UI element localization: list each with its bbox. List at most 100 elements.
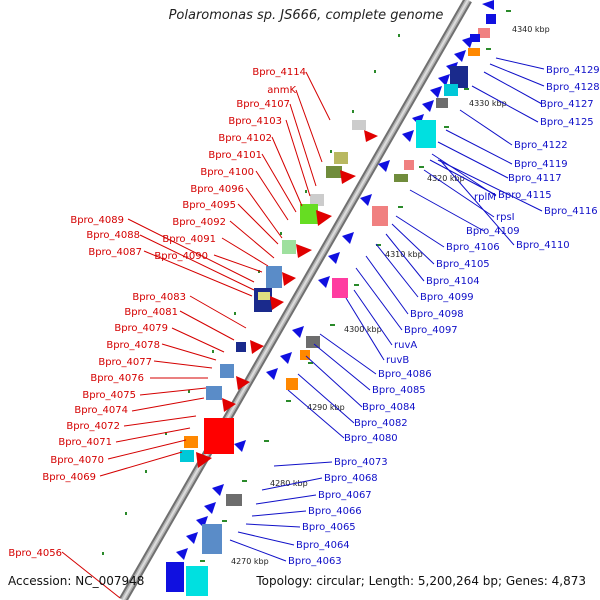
gene-block	[166, 562, 184, 592]
gene-arrow	[234, 440, 246, 452]
gene-label[interactable]: Bpro_4079	[114, 323, 168, 334]
gene-label[interactable]: Bpro_4128	[546, 82, 600, 93]
gene-label[interactable]: Bpro_4063	[288, 556, 342, 567]
gene-label[interactable]: anmK	[267, 85, 296, 96]
tick-label: 4300 kbp	[344, 325, 382, 334]
gene-label[interactable]: Bpro_4125	[540, 117, 594, 128]
gene-block	[332, 278, 348, 298]
gene-arrow	[222, 398, 236, 412]
gene-block	[300, 350, 310, 360]
gene-arrow	[270, 296, 284, 310]
gene-label[interactable]: Bpro_4102	[218, 133, 272, 144]
gene-label[interactable]: Bpro_4116	[544, 206, 598, 217]
gene-label[interactable]: Bpro_4114	[252, 67, 306, 78]
gene-label[interactable]: Bpro_4083	[132, 292, 186, 303]
gene-label[interactable]: Bpro_4081	[124, 307, 178, 318]
gene-label[interactable]: Bpro_4092	[172, 217, 226, 228]
gene-arrow	[360, 194, 372, 206]
gene-label[interactable]: Bpro_4070	[50, 455, 104, 466]
tick-dots	[102, 10, 511, 562]
gene-label[interactable]: Bpro_4078	[106, 340, 160, 351]
gene-label[interactable]: rplM	[474, 192, 496, 203]
gene-label[interactable]: Bpro_4082	[354, 418, 408, 429]
gene-label[interactable]: Bpro_4077	[98, 357, 152, 368]
gene-label[interactable]: Bpro_4085	[372, 385, 426, 396]
gene-label[interactable]: Bpro_4127	[540, 99, 594, 110]
gene-arrow	[378, 160, 390, 172]
gene-block	[470, 34, 480, 42]
gene-label[interactable]: rpsI	[496, 212, 515, 223]
gene-block	[486, 14, 496, 24]
coordinate-ticks: 4340 kbp 4330 kbp 4320 kbp 4310 kbp 4300…	[231, 25, 550, 566]
gene-arrow	[236, 376, 250, 390]
right-leader-lines	[229, 57, 545, 562]
gene-block	[184, 436, 198, 448]
gene-block	[286, 378, 298, 390]
gene-label[interactable]: Bpro_4100	[200, 167, 254, 178]
gene-label[interactable]: Bpro_4095	[182, 200, 236, 211]
gene-label[interactable]: Bpro_4122	[514, 140, 568, 151]
gene-label[interactable]: Bpro_4068	[324, 473, 378, 484]
gene-label[interactable]: Bpro_4109	[466, 226, 520, 237]
tick-label: 4290 kbp	[307, 403, 345, 412]
gene-block	[266, 266, 282, 288]
gene-label[interactable]: ruvA	[394, 340, 417, 351]
gene-arrow	[282, 272, 296, 286]
gene-label[interactable]: Bpro_4067	[318, 490, 372, 501]
gene-label[interactable]: Bpro_4069	[42, 472, 96, 483]
gene-label[interactable]: Bpro_4073	[334, 457, 388, 468]
gene-arrow	[176, 548, 188, 560]
gene-label[interactable]: Bpro_4105	[436, 259, 490, 270]
gene-arrow	[250, 340, 264, 354]
gene-label[interactable]: Bpro_4097	[404, 325, 458, 336]
gene-label[interactable]: Bpro_4117	[508, 173, 562, 184]
gene-label[interactable]: Bpro_4090	[154, 251, 208, 262]
gene-block	[202, 524, 222, 554]
gene-label[interactable]: Bpro_4087	[88, 247, 142, 258]
gene-label[interactable]: Bpro_4064	[296, 540, 350, 551]
gene-arrow	[430, 86, 442, 98]
gene-label[interactable]: Bpro_4107	[236, 99, 290, 110]
gene-label[interactable]: Bpro_4098	[410, 309, 464, 320]
gene-label[interactable]: Bpro_4119	[514, 159, 568, 170]
gene-label[interactable]: Bpro_4072	[66, 421, 120, 432]
gene-label[interactable]: Bpro_4110	[516, 240, 570, 251]
gene-label[interactable]: Bpro_4089	[70, 215, 124, 226]
gene-label[interactable]: Bpro_4056	[8, 548, 62, 559]
gene-label[interactable]: Bpro_4084	[362, 402, 416, 413]
gene-label[interactable]: Bpro_4106	[446, 242, 500, 253]
gene-label[interactable]: Bpro_4096	[190, 184, 244, 195]
map-title: Polaromonas sp. JS666, complete genome	[168, 8, 444, 23]
gene-label[interactable]: Bpro_4101	[208, 150, 262, 161]
gene-label[interactable]: Bpro_4075	[82, 390, 136, 401]
gene-block	[450, 66, 468, 88]
gene-label[interactable]: Bpro_4066	[308, 506, 362, 517]
gene-block	[258, 292, 270, 300]
gene-label[interactable]: Bpro_4071	[58, 437, 112, 448]
topology-text: Topology: circular; Length: 5,200,264 bp…	[256, 574, 586, 588]
gene-block	[220, 364, 234, 378]
gene-block	[436, 98, 448, 108]
right-gene-labels: Bpro_4129 Bpro_4128 Bpro_4127 Bpro_4125 …	[288, 65, 600, 567]
gene-label[interactable]: Bpro_4103	[228, 116, 282, 127]
gene-block	[326, 166, 342, 178]
gene-label[interactable]: Bpro_4088	[86, 230, 140, 241]
gene-block	[352, 120, 366, 130]
gene-label[interactable]: Bpro_4065	[302, 522, 356, 533]
gene-label[interactable]: Bpro_4115	[498, 190, 552, 201]
tick-label: 4270 kbp	[231, 557, 269, 566]
gene-label[interactable]: Bpro_4074	[74, 405, 128, 416]
gene-label[interactable]: Bpro_4080	[344, 433, 398, 444]
gene-label[interactable]: Bpro_4129	[546, 65, 600, 76]
left-strand-genes	[180, 120, 378, 468]
gene-label[interactable]: Bpro_4099	[420, 292, 474, 303]
gene-label[interactable]: Bpro_4104	[426, 276, 480, 287]
gene-label[interactable]: ruvB	[386, 355, 409, 366]
gene-arrow	[482, 0, 494, 10]
gene-label[interactable]: Bpro_4086	[378, 369, 432, 380]
gene-block	[416, 120, 436, 148]
gene-arrow	[266, 368, 278, 380]
gene-block	[394, 174, 408, 182]
gene-label[interactable]: Bpro_4091	[162, 234, 216, 245]
gene-label[interactable]: Bpro_4076	[90, 373, 144, 384]
